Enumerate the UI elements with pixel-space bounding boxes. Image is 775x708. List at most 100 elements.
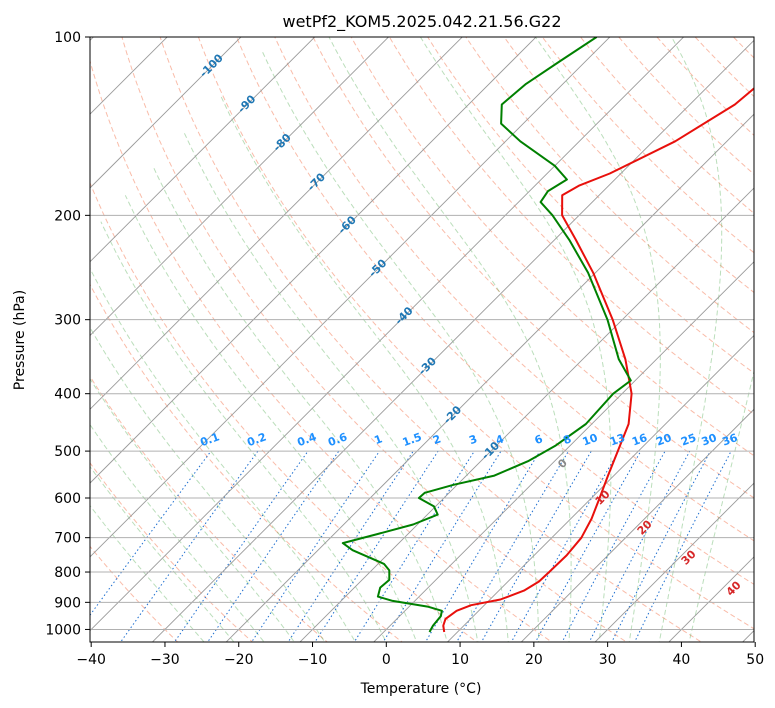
mixing-ratio-label: 1.5	[401, 430, 424, 449]
x-tick-label: −20	[224, 652, 254, 668]
isotherm-lines	[90, 37, 754, 642]
isotherm-line	[90, 37, 316, 263]
sounding-traces	[341, 37, 754, 633]
x-tick-label: 40	[673, 652, 691, 668]
mixing-ratio-label: 0.6	[326, 430, 349, 449]
isotherm-line	[90, 37, 685, 632]
x-tick-label: −30	[150, 652, 180, 668]
mixing-ratio-label: 0.4	[295, 430, 318, 449]
mixing-ratio-label: 3	[467, 432, 479, 447]
mixing-ratio-line	[634, 450, 732, 642]
moist-adiabat	[100, 221, 387, 642]
dry-adiabat	[236, 37, 754, 585]
moist-adiabat	[90, 326, 326, 642]
mixing-ratio-lines	[90, 450, 732, 642]
isobar-lines	[90, 37, 754, 630]
dry-adiabats	[90, 37, 754, 642]
moist-adiabat	[90, 423, 265, 642]
moist-adiabat	[90, 377, 295, 642]
dry-adiabat	[90, 283, 403, 642]
dry-adiabat	[90, 59, 553, 642]
x-axis-label: Temperature (°C)	[360, 681, 482, 697]
y-tick-label: 500	[54, 444, 81, 460]
isotherm-line	[90, 37, 537, 484]
chart-title: wetPf2_KOM5.2025.042.21.56.G22	[282, 12, 561, 32]
x-tick-label: −10	[298, 652, 328, 668]
isotherm-line	[90, 37, 463, 410]
dry-adiabat	[350, 37, 754, 457]
y-axis-label: Pressure (hPa)	[12, 290, 28, 390]
isotherm-line	[373, 261, 754, 642]
isotherm-line	[90, 37, 390, 337]
mixing-ratio-line	[120, 450, 259, 642]
mixing-ratio-label: 20	[654, 431, 673, 449]
dry-adiabat	[90, 181, 478, 642]
mixing-ratio-line	[456, 450, 569, 642]
moist-adiabat	[152, 165, 448, 642]
dry-adiabat	[503, 37, 754, 294]
mixing-ratio-line	[287, 450, 414, 642]
x-tick-label: 30	[599, 652, 617, 668]
mixing-ratio-label: 8	[561, 432, 573, 447]
mixing-ratio-line	[425, 450, 541, 642]
y-tick-label: 100	[54, 30, 81, 46]
dry-adiabat	[121, 37, 628, 642]
x-tick-label: 0	[382, 652, 391, 668]
moist-adiabat	[658, 37, 723, 642]
isotherm-line	[90, 37, 611, 558]
mixing-ratio-label: 16	[630, 431, 649, 449]
isotherm-line	[225, 113, 754, 642]
dry-adiabat	[579, 37, 754, 215]
mixing-ratio-label: 0.2	[245, 430, 268, 449]
mixing-ratio-line	[535, 450, 642, 642]
y-tick-label: 1000	[45, 622, 81, 638]
y-tick-label: 600	[54, 491, 81, 507]
dry-adiabat	[159, 37, 703, 642]
dewpoint-trace	[341, 37, 632, 633]
y-tick-label: 200	[54, 208, 81, 224]
dry-adiabat	[388, 37, 754, 415]
moist-adiabat	[260, 49, 540, 642]
plot-frame	[89, 36, 755, 643]
mixing-ratio-line	[207, 450, 340, 642]
plot-area: -100-90-80-70-60-50-40-30-20-100.1 0.2 0.4…	[90, 37, 754, 642]
isotherm-line	[90, 37, 242, 189]
isotherm-line	[151, 39, 754, 642]
isotherm-line	[520, 408, 754, 642]
moist-adiabat	[124, 195, 418, 642]
moist-adiabat	[90, 504, 205, 642]
dry-adiabat	[312, 37, 754, 499]
temperature-trace	[442, 87, 754, 633]
dry-adiabat	[274, 37, 754, 542]
y-tick-label: 300	[54, 313, 81, 329]
y-tick-label: 900	[54, 595, 81, 611]
dry-adiabat	[90, 462, 254, 642]
moist-adiabat	[219, 94, 509, 642]
mixing-ratio-label: 2	[431, 432, 443, 447]
mixing-ratio-label: 25	[679, 431, 698, 448]
y-tick-label: 400	[54, 387, 81, 403]
dry-adiabat	[197, 37, 754, 630]
mixing-ratio-line	[251, 450, 380, 642]
moist-adiabat	[90, 267, 356, 642]
y-tick-label: 700	[54, 531, 81, 547]
dry-adiabat	[465, 37, 754, 334]
mixing-ratio-label: 30	[700, 431, 719, 449]
mixing-ratio-label: 10	[581, 431, 600, 449]
x-tick-label: −40	[76, 652, 106, 668]
mixing-ratio-label: 0.1	[198, 430, 221, 449]
mixing-ratio-line	[314, 450, 439, 642]
mixing-ratio-label: 36	[720, 431, 739, 449]
isotherm-line	[594, 482, 754, 642]
mixing-ratio-label: 6	[533, 432, 545, 447]
moist-adiabat	[534, 37, 661, 642]
x-tick-label: 50	[746, 652, 764, 668]
dry-adiabat	[427, 37, 754, 374]
x-tick-label: 20	[525, 652, 543, 668]
x-tick-label: 10	[451, 652, 469, 668]
mixing-ratio-line	[480, 450, 592, 642]
mixing-ratio-line	[173, 450, 309, 642]
mixing-ratio-label: 13	[608, 431, 627, 448]
